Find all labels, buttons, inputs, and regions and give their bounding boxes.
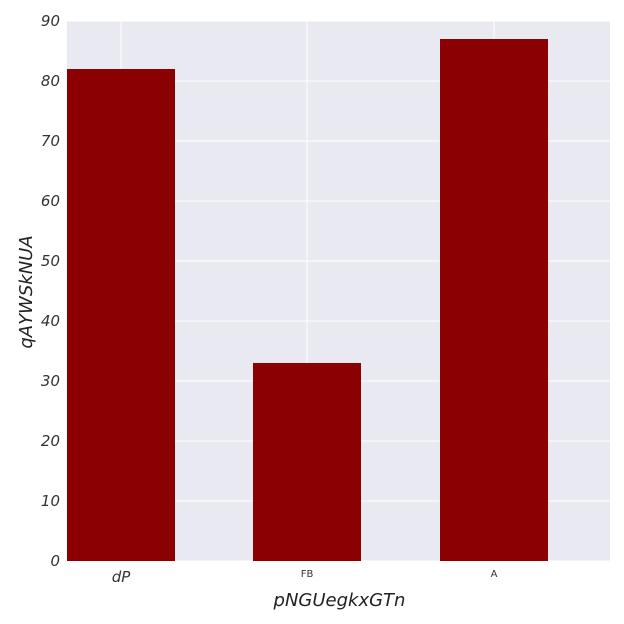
bars bbox=[67, 39, 548, 561]
bar-dP bbox=[67, 69, 175, 561]
y-tick-label: 0 bbox=[50, 552, 60, 570]
y-tick-label: 20 bbox=[41, 432, 60, 450]
x-tick-label: FB bbox=[301, 569, 314, 580]
y-tick-label: 90 bbox=[41, 12, 60, 30]
x-tick-label: A bbox=[491, 569, 498, 580]
x-axis-ticks: dP FB A bbox=[112, 568, 498, 586]
y-axis-label: qAYWSkNUA bbox=[16, 235, 37, 348]
x-tick-label: dP bbox=[112, 568, 132, 586]
y-tick-label: 70 bbox=[41, 132, 60, 150]
y-tick-label: 40 bbox=[41, 312, 60, 330]
bar-A bbox=[440, 39, 548, 561]
x-axis-label: pNGUegkxGTn bbox=[273, 590, 406, 611]
y-tick-label: 80 bbox=[41, 72, 60, 90]
y-tick-label: 50 bbox=[41, 252, 60, 270]
y-tick-label: 60 bbox=[41, 192, 60, 210]
y-axis-ticks: 0 10 20 30 40 50 60 70 80 90 bbox=[41, 12, 60, 570]
y-tick-label: 30 bbox=[41, 372, 60, 390]
y-tick-label: 10 bbox=[41, 492, 60, 510]
bar-FB bbox=[253, 363, 361, 561]
